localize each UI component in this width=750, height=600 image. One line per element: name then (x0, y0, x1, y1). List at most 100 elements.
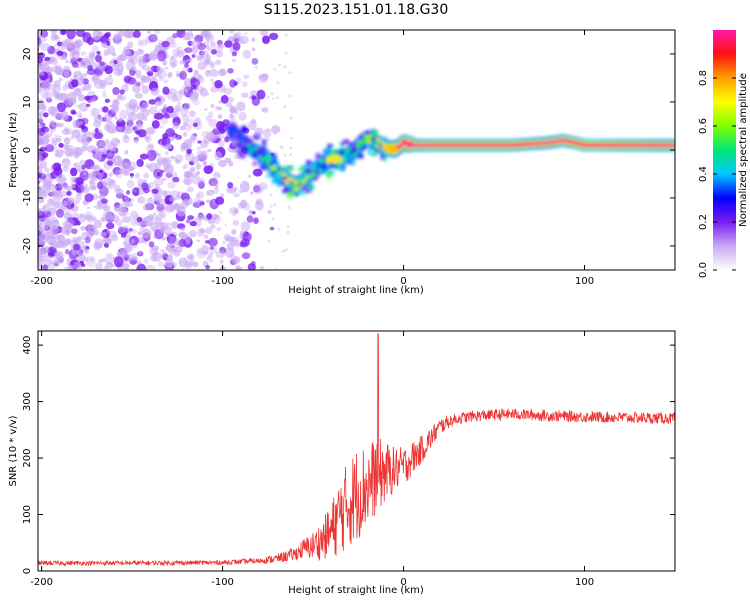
noise-blob (214, 80, 223, 89)
noise-blob (251, 58, 259, 65)
noise-blob (146, 149, 157, 162)
noise-blob (172, 202, 180, 209)
noise-blob (136, 260, 142, 265)
noise-blob (64, 127, 69, 133)
ridge-speckle (283, 187, 290, 193)
noise-blob (276, 81, 280, 84)
noise-blob (70, 208, 75, 212)
noise-blob (63, 144, 69, 150)
noise-blob (43, 232, 53, 240)
noise-blob (85, 103, 91, 107)
noise-blob (63, 137, 71, 145)
noise-blob (49, 121, 55, 127)
noise-blob (288, 94, 292, 98)
noise-blob (98, 73, 103, 77)
noise-blob (210, 213, 220, 220)
noise-blob (138, 250, 144, 255)
noise-blob (117, 61, 123, 68)
noise-blob (193, 173, 198, 178)
x-tick-label: 0 (400, 276, 406, 287)
ridge-speckle (229, 116, 236, 120)
ridge-speckle (238, 153, 246, 159)
noise-blob (139, 153, 149, 160)
noise-blob (53, 134, 59, 137)
noise-blob (84, 211, 93, 220)
ridge-speckle (325, 171, 333, 179)
y-tick-label: 0 (22, 147, 33, 153)
noise-blob (232, 208, 239, 215)
noise-blob (98, 154, 103, 159)
ridge-speckle (242, 145, 250, 153)
noise-blob (208, 244, 218, 255)
noise-blob (127, 254, 135, 262)
noise-blob (39, 115, 43, 119)
noise-blob (82, 131, 88, 137)
noise-blob (138, 55, 147, 64)
noise-blob (266, 95, 270, 99)
noise-blob (109, 120, 113, 125)
noise-blob (218, 211, 222, 215)
noise-blob (196, 146, 202, 151)
noise-blob (240, 221, 251, 232)
noise-blob (178, 89, 184, 95)
ridge-speckle (294, 192, 300, 197)
noise-blob (190, 167, 196, 172)
noise-blob (126, 190, 131, 195)
noise-blob (111, 264, 115, 268)
noise-blob (54, 254, 65, 265)
noise-blob (209, 62, 216, 69)
noise-blob (153, 112, 164, 120)
ridge-speckle (265, 174, 274, 178)
noise-blob (169, 196, 176, 202)
noise-blob (204, 234, 209, 240)
noise-blob (239, 35, 249, 45)
noise-blob (148, 51, 159, 61)
noise-blob (98, 194, 105, 200)
noise-blob (215, 182, 220, 186)
noise-blob (266, 137, 270, 141)
noise-blob (182, 84, 192, 92)
noise-blob (73, 74, 78, 78)
noise-blob (145, 135, 152, 143)
noise-blob (71, 236, 78, 244)
ridge-speckle (341, 142, 345, 146)
noise-blob (92, 231, 100, 236)
noise-blob (119, 89, 125, 95)
noise-blob (232, 219, 240, 227)
noise-blob (206, 256, 211, 261)
noise-blob (53, 192, 63, 202)
noise-blob (197, 85, 204, 94)
ridge-speckle (370, 151, 377, 157)
noise-blob (84, 72, 88, 76)
noise-blob (130, 57, 138, 65)
noise-blob (212, 173, 220, 179)
noise-blob (45, 97, 53, 103)
noise-blob (81, 124, 86, 130)
noise-blob (48, 198, 54, 204)
noise-blob (128, 123, 133, 128)
noise-blob (38, 187, 41, 194)
noise-blob (181, 59, 188, 65)
ridge-speckle (367, 148, 372, 155)
noise-blob (169, 55, 175, 60)
noise-blob (231, 51, 237, 57)
noise-blob (164, 66, 169, 70)
noise-blob (65, 128, 73, 135)
noise-blob (185, 125, 192, 132)
colorbar-tick-label: 0.8 (698, 70, 709, 86)
noise-blob (253, 217, 259, 224)
noise-blob (165, 232, 171, 238)
noise-blob (150, 87, 160, 96)
noise-blob (108, 230, 117, 238)
ridge-speckle (370, 142, 375, 147)
noise-blob (74, 42, 81, 48)
noise-blob (283, 153, 287, 157)
noise-blob (277, 63, 281, 67)
noise-blob (91, 45, 99, 54)
noise-blob (43, 203, 52, 213)
noise-blob (156, 212, 166, 220)
noise-blob (38, 230, 42, 236)
noise-blob (223, 233, 231, 241)
noise-blob (232, 42, 241, 51)
noise-blob (151, 214, 158, 221)
